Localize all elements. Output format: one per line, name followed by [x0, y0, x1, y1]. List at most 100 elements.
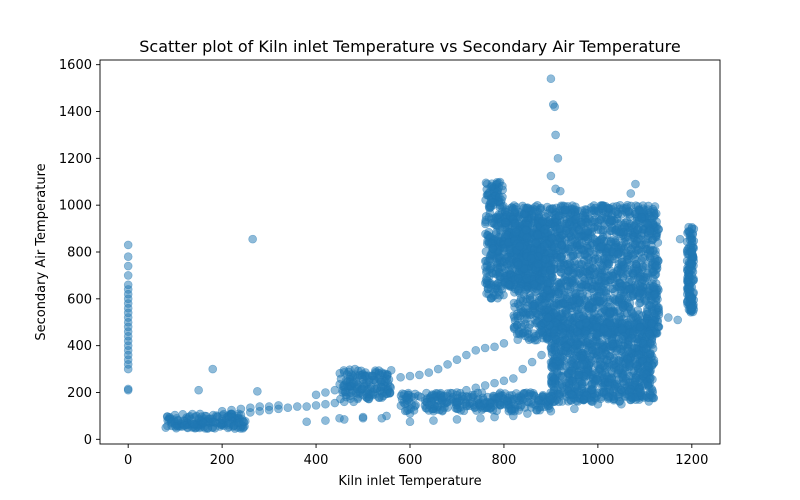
data-point [596, 201, 606, 210]
data-point [675, 234, 685, 244]
data-point [488, 244, 497, 253]
data-point [199, 418, 208, 428]
data-point [246, 403, 255, 413]
data-point [424, 368, 434, 377]
data-point [495, 192, 504, 202]
data-point [557, 268, 566, 277]
data-point [236, 404, 246, 414]
data-point [641, 296, 651, 305]
data-point [368, 371, 377, 381]
data-point [358, 413, 368, 423]
data-point [645, 226, 654, 236]
data-point [635, 288, 645, 298]
data-point [644, 201, 653, 211]
data-point [687, 282, 697, 292]
data-point [537, 326, 546, 335]
data-point [546, 406, 556, 416]
data-point [635, 274, 645, 284]
data-point [523, 333, 533, 342]
data-point [490, 412, 499, 422]
data-point [620, 222, 629, 232]
data-point [568, 251, 577, 261]
data-point [519, 389, 528, 399]
data-point [499, 376, 509, 386]
data-point [576, 304, 586, 314]
data-point [538, 216, 547, 226]
data-point [595, 338, 605, 348]
data-point [501, 205, 511, 214]
data-point [520, 303, 530, 313]
data-point [194, 385, 203, 395]
data-point [480, 381, 490, 390]
data-point [591, 304, 601, 313]
data-point [123, 280, 133, 290]
data-point [635, 388, 645, 397]
data-point [639, 262, 648, 272]
data-point [568, 201, 577, 210]
data-point [647, 319, 656, 328]
data-point [588, 240, 598, 249]
data-point [522, 314, 532, 323]
data-point [462, 385, 471, 395]
data-point [609, 354, 619, 363]
data-point [583, 226, 593, 236]
data-point [574, 370, 584, 380]
data-point [687, 224, 697, 233]
data-point [565, 329, 575, 339]
data-point [557, 240, 566, 250]
data-point [498, 181, 507, 191]
y-tick-label: 1600 [59, 58, 92, 73]
data-point [617, 257, 627, 267]
data-point [664, 313, 673, 322]
data-point [227, 405, 236, 415]
data-point [481, 278, 490, 288]
data-point [274, 401, 283, 410]
data-point [563, 266, 573, 276]
data-point [649, 267, 659, 277]
data-point [538, 301, 547, 311]
data-point [574, 225, 584, 234]
y-tick-label: 1400 [59, 105, 92, 120]
data-point [384, 375, 394, 384]
x-axis-label: Kiln inlet Temperature [338, 474, 481, 489]
data-point [500, 389, 510, 398]
data-point [598, 382, 607, 392]
data-point [543, 313, 553, 323]
data-point [321, 388, 330, 397]
data-point [123, 252, 133, 261]
y-tick-label: 800 [67, 246, 92, 261]
data-point [596, 242, 606, 252]
data-point [539, 241, 549, 251]
data-point [330, 398, 340, 408]
data-point [532, 405, 542, 415]
data-point [597, 214, 606, 223]
data-point [687, 303, 697, 313]
data-point [605, 309, 615, 319]
data-point [537, 276, 546, 285]
x-tick-label: 0 [124, 453, 132, 468]
data-point [330, 385, 340, 395]
data-point [523, 204, 532, 213]
y-tick-label: 200 [67, 386, 92, 401]
data-point [543, 286, 552, 295]
data-point [606, 237, 616, 247]
data-point [546, 74, 556, 84]
data-point [612, 346, 622, 356]
data-point [645, 245, 655, 255]
data-point [321, 399, 330, 409]
data-point [490, 378, 499, 388]
data-point [357, 384, 367, 394]
data-point [344, 367, 353, 377]
data-point [554, 211, 564, 220]
data-point [575, 361, 585, 370]
data-point [255, 402, 265, 411]
data-point [526, 254, 536, 263]
data-point [552, 352, 562, 361]
data-point [687, 271, 697, 280]
y-tick-label: 600 [67, 292, 92, 307]
data-point [302, 402, 311, 411]
data-point [405, 417, 415, 427]
data-point [586, 203, 596, 212]
data-point [624, 285, 634, 294]
data-point [545, 204, 555, 214]
